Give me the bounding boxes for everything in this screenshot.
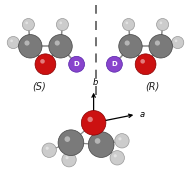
- Circle shape: [66, 156, 69, 159]
- Circle shape: [10, 40, 13, 42]
- Circle shape: [59, 22, 62, 24]
- Circle shape: [42, 143, 56, 157]
- Circle shape: [114, 154, 117, 157]
- Circle shape: [40, 59, 45, 64]
- Circle shape: [62, 153, 76, 167]
- Circle shape: [125, 40, 130, 46]
- Circle shape: [56, 19, 68, 31]
- Circle shape: [25, 22, 28, 24]
- Circle shape: [19, 35, 42, 58]
- Circle shape: [65, 136, 70, 142]
- Text: D: D: [74, 61, 79, 67]
- Circle shape: [125, 22, 128, 24]
- Circle shape: [123, 19, 135, 31]
- Circle shape: [24, 40, 30, 46]
- Circle shape: [149, 35, 172, 58]
- Circle shape: [46, 147, 49, 150]
- Text: D: D: [112, 61, 117, 67]
- Circle shape: [119, 35, 142, 58]
- Circle shape: [87, 117, 93, 122]
- Text: b: b: [93, 78, 98, 87]
- Circle shape: [81, 111, 106, 135]
- Circle shape: [135, 54, 156, 75]
- Circle shape: [118, 137, 121, 140]
- Circle shape: [22, 19, 34, 31]
- Circle shape: [69, 56, 85, 72]
- Circle shape: [115, 134, 129, 148]
- Circle shape: [175, 40, 177, 42]
- Text: a: a: [140, 110, 145, 119]
- Circle shape: [155, 40, 160, 46]
- Text: (S): (S): [32, 82, 46, 92]
- Circle shape: [95, 138, 100, 144]
- Circle shape: [58, 130, 84, 156]
- Circle shape: [172, 36, 184, 49]
- Circle shape: [110, 151, 124, 165]
- Text: (R): (R): [145, 82, 159, 92]
- Circle shape: [140, 59, 145, 64]
- Circle shape: [35, 54, 56, 75]
- Circle shape: [88, 132, 114, 157]
- Circle shape: [106, 56, 122, 72]
- Circle shape: [159, 22, 162, 24]
- Circle shape: [7, 36, 19, 49]
- Circle shape: [157, 19, 169, 31]
- Circle shape: [49, 35, 72, 58]
- Circle shape: [55, 40, 60, 46]
